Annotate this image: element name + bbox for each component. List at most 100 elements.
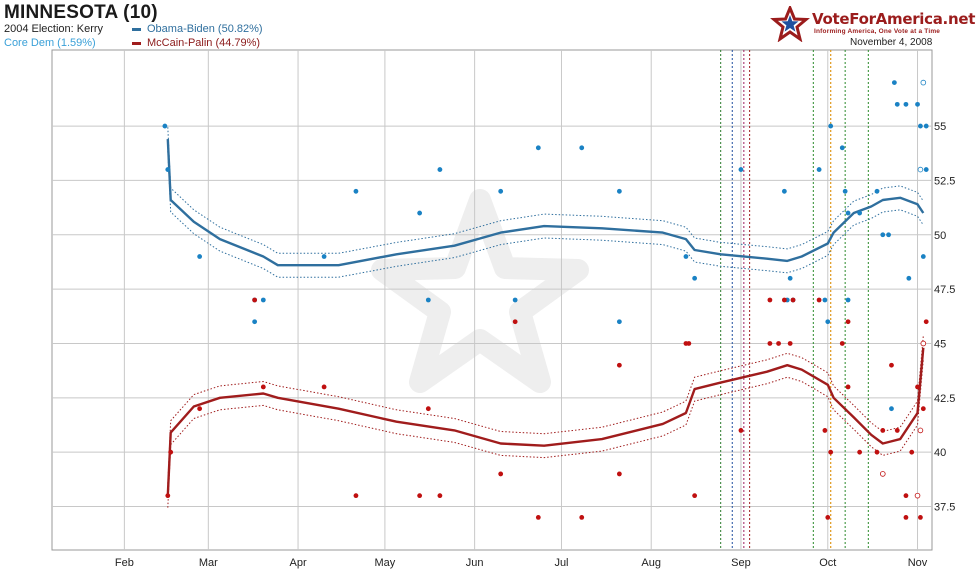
dem-poll-point [787,275,793,281]
legend-gop-label: McCain-Palin (44.79%) [147,37,261,49]
gop-poll-point [790,297,796,303]
gop-poll-point [839,341,845,346]
dem-poll-point [197,254,203,259]
gop-poll-point [738,428,744,433]
dem-poll-point [498,188,504,194]
page-title: MINNESOTA (10) [4,2,158,23]
gop-poll-point [880,428,886,433]
gop-poll-point [321,384,327,390]
gop-poll-point [894,428,900,433]
gop-poll-point [437,493,443,499]
dem-poll-point [512,297,518,303]
dem-poll-point [353,188,359,194]
gop-poll-point [845,319,851,325]
gop-poll-point [692,493,698,499]
dem-poll-point [880,232,886,238]
dem-poll-point [842,188,848,194]
x-tick-label: Apr [289,557,306,569]
dem-poll-point [857,210,863,216]
dem-poll-point [894,101,900,107]
dem-poll-point [906,275,912,281]
gop-poll-point [874,449,880,455]
x-tick-label: Jun [466,557,484,569]
y-tick-label: 40 [934,447,946,459]
gop-poll-point [353,493,359,499]
gop-poll-point [616,362,622,368]
gop-poll-point [767,341,773,346]
watermark-star-icon [371,189,589,393]
legend-dem: Obama-Biden (50.82%) [132,23,263,35]
gop-poll-point [816,297,822,303]
gop-poll-point [923,319,929,325]
gop-poll-point [909,449,915,455]
dem-poll-point [920,254,926,259]
plot-frame [51,49,933,551]
dem-poll-point [886,232,891,238]
y-tick-label: 37.5 [934,502,955,514]
gop-poll-open-point [914,492,921,499]
dem-poll-point [822,297,828,303]
gop-poll-open-point [917,427,924,434]
dem-poll-point [165,167,171,172]
dem-poll-point [417,210,423,216]
legend-gop-swatch [132,41,141,45]
dem-poll-point [781,188,787,194]
x-tick-label: Feb [115,557,134,569]
x-tick-label: Sep [731,557,751,569]
legend-dem-label: Obama-Biden (50.82%) [147,23,263,35]
gop-poll-open-point [879,471,886,477]
dem-poll-point [889,406,894,412]
gop-poll-point [857,449,863,455]
gop-poll-point [168,449,174,455]
dem-poll-open-point [917,166,924,173]
y-tick-label: 45 [934,338,946,350]
dem-poll-point [918,123,923,129]
gop-poll-open-point [920,340,927,347]
gop-poll-point [579,514,585,520]
y-tick-label: 50 [934,230,946,242]
dem-poll-point [825,319,831,325]
dem-lower-band [167,151,924,278]
dem-poll-point [535,145,541,151]
dem-poll-point [845,210,851,216]
x-tick-label: Mar [199,557,218,569]
gop-poll-point [425,406,431,412]
dem-poll-point [252,319,258,325]
dem-poll-point [845,297,851,303]
gop-poll-point [845,384,851,390]
dem-poll-point [828,123,834,129]
x-tick-label: Nov [908,557,928,569]
star-logo-icon [770,6,810,42]
gop-poll-point [889,362,894,368]
dem-poll-point [260,297,266,303]
gop-poll-point [918,514,923,520]
gop-poll-point [787,341,793,346]
x-tick-label: May [375,557,396,569]
brand-name: VoteForAmerica.net [812,10,976,28]
y-tick-label: 52.5 [934,175,955,187]
dem-poll-point [903,101,909,107]
dem-poll-point [874,188,880,194]
x-tick-label: Aug [641,557,661,569]
dem-poll-point [738,167,744,172]
gop-poll-point [776,341,781,346]
y-tick-label: 55 [934,121,946,133]
report-date: November 4, 2008 [850,37,933,48]
gop-poll-point [165,493,171,499]
gop-poll-point [260,384,266,390]
dem-poll-point [321,254,327,259]
dem-upper-band [167,127,924,254]
gop-poll-point [781,297,787,303]
gop-poll-point [767,297,773,303]
dem-poll-open-point [920,79,927,86]
gop-poll-point [903,514,909,520]
dem-poll-point [839,145,845,151]
gop-trend-line [166,347,925,496]
gop-poll-point [197,406,203,412]
gop-poll-point [822,428,828,433]
gop-poll-point [915,384,920,390]
dem-poll-point [162,123,168,129]
dem-poll-point [616,319,622,325]
dem-poll-point [891,80,897,86]
